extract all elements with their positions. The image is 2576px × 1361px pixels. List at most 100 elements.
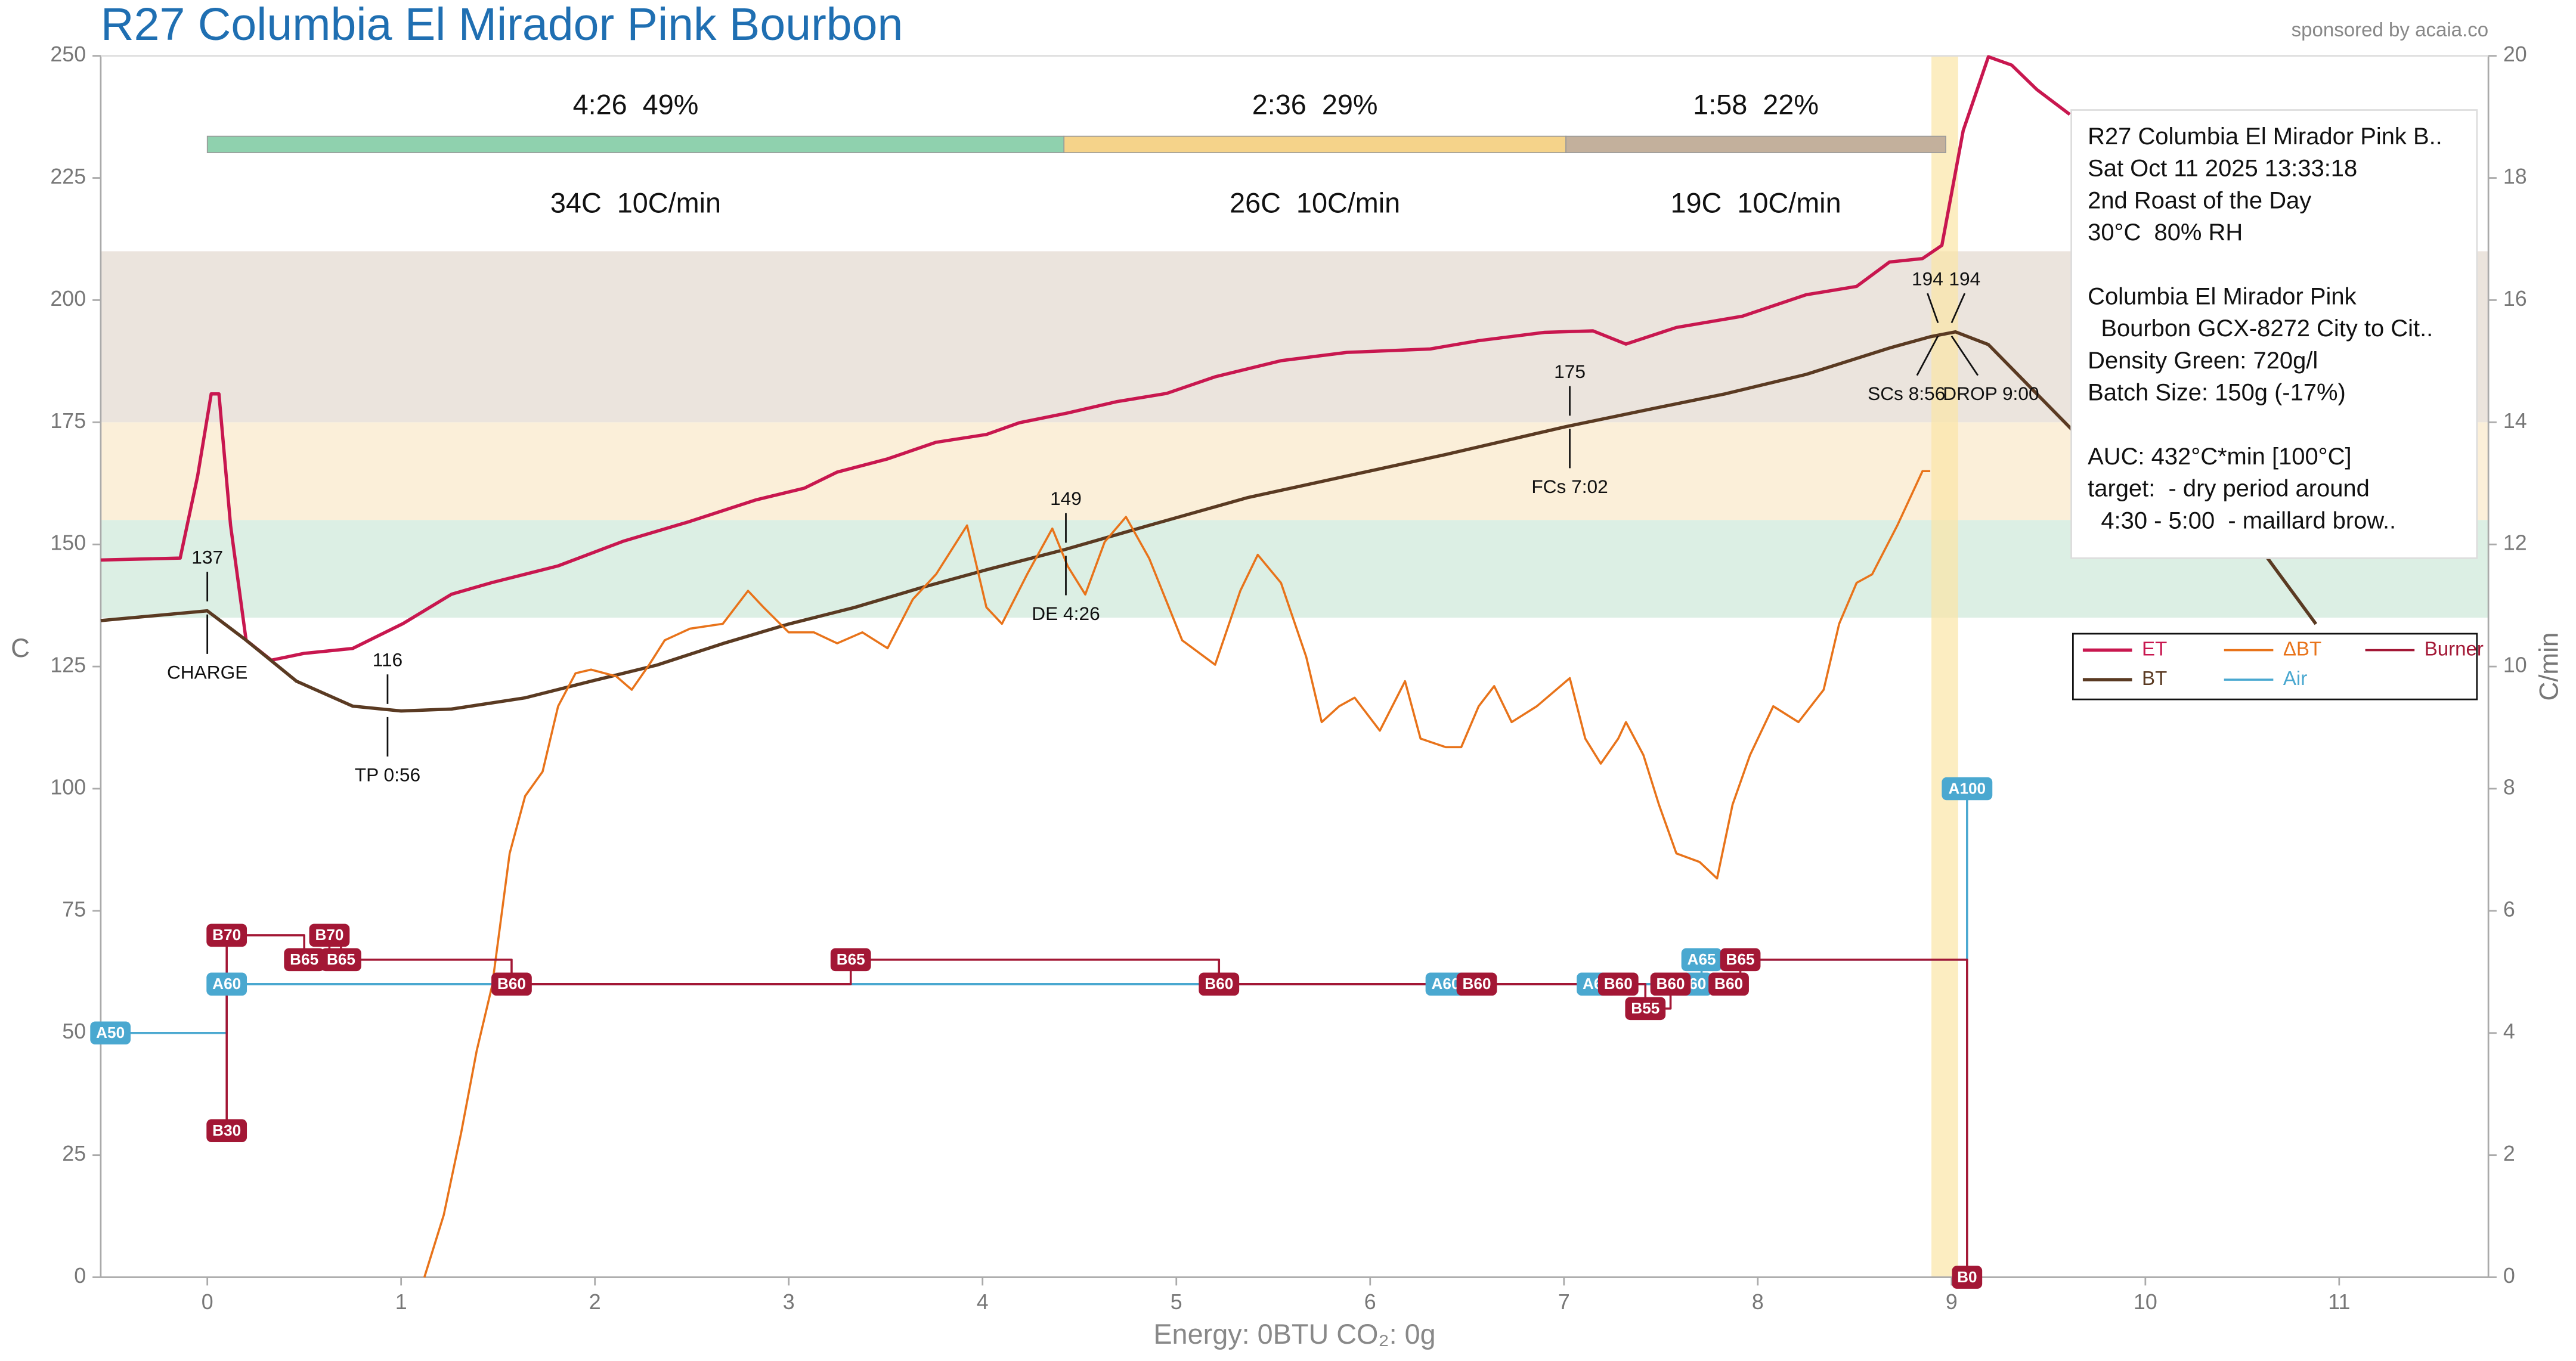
info-line: R27 Columbia El Mirador Pink B.. (2088, 123, 2442, 150)
annotation-leader (1927, 293, 1939, 324)
event-marker (491, 972, 532, 996)
event-label: B65 (837, 950, 865, 968)
event-marker (206, 1119, 247, 1142)
event-marker (1952, 1266, 1983, 1289)
y-tick-label: 225 (50, 165, 86, 188)
y2-axis-label: C/min (2534, 633, 2563, 701)
y-axis-label: C (11, 634, 30, 663)
info-line: target: - dry period around (2088, 476, 2370, 502)
event-marker (309, 923, 350, 947)
info-line: 30°C 80% RH (2088, 219, 2243, 246)
y-tick-label: 100 (50, 775, 86, 799)
series-line (423, 470, 1931, 1278)
event-marker (1625, 997, 1666, 1021)
event-label: B60 (1714, 975, 1743, 993)
event-marker (1708, 972, 1749, 996)
phase-detail: 26C 10C/min (1230, 188, 1400, 219)
annotation-label: FCs 7:02 (1531, 476, 1608, 497)
event-label: B60 (1205, 975, 1233, 993)
event-label: B65 (290, 950, 318, 968)
y2-tick-label: 0 (2503, 1264, 2515, 1288)
x-tick-label: 6 (1364, 1290, 1376, 1314)
annotation-value: 194 (1949, 268, 1980, 289)
annotation-value: 116 (373, 649, 402, 671)
event-label: B70 (315, 926, 343, 944)
event-label: B30 (212, 1121, 241, 1139)
event-label: B60 (1657, 975, 1685, 993)
event-marker (206, 923, 247, 947)
event-marker (830, 948, 871, 972)
y2-tick-label: 12 (2503, 531, 2527, 555)
annotation-leader (1916, 335, 1939, 376)
event-label: A60 (1432, 975, 1460, 993)
annotation-value: 175 (1554, 361, 1586, 382)
y-tick-label: 125 (50, 653, 86, 677)
info-line: Sat Oct 11 2025 13:33:18 (2088, 156, 2357, 182)
series-line (100, 55, 2071, 662)
event-label: B65 (1726, 950, 1755, 968)
x-tick-label: 2 (589, 1290, 601, 1314)
y2-tick-label: 20 (2503, 42, 2527, 66)
legend-label: ET (2142, 638, 2167, 660)
annotation-label: DROP 9:00 (1943, 383, 2039, 404)
info-line: 4:30 - 5:00 - maillard brow.. (2088, 507, 2396, 534)
annotation-value: 149 (1050, 488, 1082, 509)
event-label: B60 (1604, 975, 1633, 993)
event-marker (1650, 972, 1691, 996)
y-tick-label: 150 (50, 531, 86, 555)
phase-bar (206, 135, 1065, 153)
x-tick-label: 0 (202, 1290, 213, 1314)
info-line: AUC: 432°C*min [100°C] (2088, 444, 2351, 470)
y-tick-label: 175 (50, 409, 86, 433)
event-label: B0 (1957, 1268, 1977, 1286)
phase-label: 4:26 49% (573, 89, 699, 120)
event-marker (1942, 777, 1993, 801)
event-marker (284, 948, 325, 972)
info-line: 2nd Roast of the Day (2088, 187, 2311, 213)
event-marker (1425, 972, 1466, 996)
sc-drop-highlight (1931, 55, 1958, 1278)
phase-bar (1063, 135, 1566, 153)
phase-label: 1:58 22% (1693, 89, 1819, 120)
y-tick-label: 250 (50, 42, 86, 66)
event-label: A50 (96, 1024, 125, 1041)
info-line: Columbia El Mirador Pink (2088, 283, 2357, 309)
info-line: Density Green: 720g/l (2088, 348, 2318, 374)
x-tick-label: 10 (2134, 1290, 2157, 1314)
x-tick-label: 3 (783, 1290, 795, 1314)
annotation-label: TP 0:56 (355, 764, 420, 785)
event-label: A100 (1949, 779, 1986, 797)
info-line: Bourbon GCX-8272 City to Cit.. (2088, 315, 2433, 342)
x-tick-label: 4 (977, 1290, 989, 1314)
y-tick-label: 200 (50, 287, 86, 311)
footer: Energy: 0BTU CO₂: 0g (1153, 1319, 1435, 1350)
chart-title: R27 Columbia El Mirador Pink Bourbon (101, 0, 903, 50)
annotation-label: DE 4:26 (1032, 603, 1100, 624)
event-label: B65 (327, 950, 355, 968)
y2-tick-label: 6 (2503, 897, 2515, 921)
legend-label: ΔBT (2283, 638, 2321, 660)
y2-tick-label: 2 (2503, 1142, 2515, 1165)
annotation-label: CHARGE (167, 661, 247, 683)
event-marker (1681, 948, 1722, 972)
event-label: A60 (212, 975, 241, 993)
series-line (100, 330, 2318, 713)
annotation-value: 137 (191, 546, 223, 568)
y2-tick-label: 14 (2503, 409, 2527, 433)
annotation-leader (1950, 293, 1966, 324)
y2-tick-label: 8 (2503, 775, 2515, 799)
event-marker (1456, 972, 1497, 996)
x-tick-label: 1 (395, 1290, 407, 1314)
info-line: Batch Size: 150g (-17%) (2088, 379, 2346, 405)
plot: 0 1 2 3 4 5 6 7 8 9 10 1102550751001251501752002252… (50, 42, 2527, 1314)
event-label: B60 (1463, 975, 1491, 993)
annotation-value: 194 (1912, 268, 1943, 289)
x-tick-label: 8 (1752, 1290, 1764, 1314)
y2-tick-label: 10 (2503, 653, 2527, 677)
event-label: A65 (1688, 950, 1716, 968)
event-marker (1720, 948, 1761, 972)
phase-bar (1565, 135, 1946, 153)
x-tick-label: 5 (1171, 1290, 1182, 1314)
y2-tick-label: 16 (2503, 287, 2527, 311)
